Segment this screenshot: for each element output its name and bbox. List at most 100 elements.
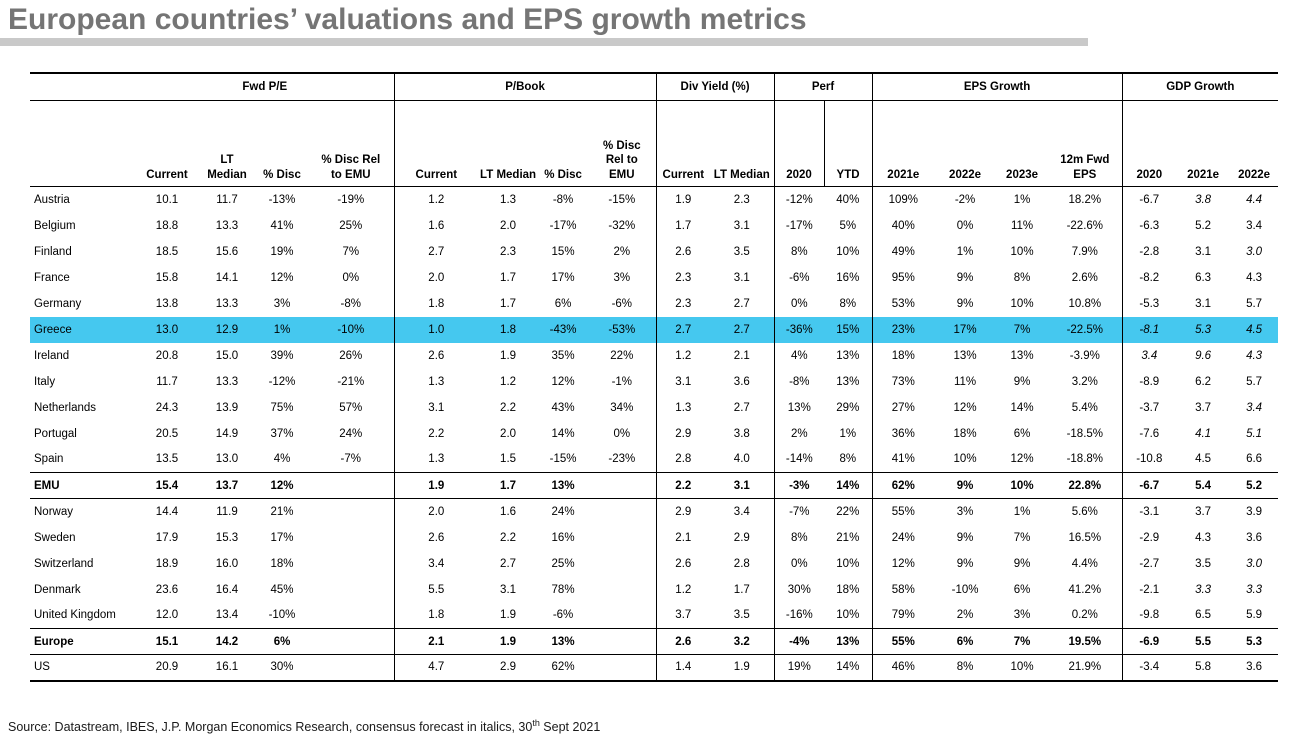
cell: 14% [551, 427, 575, 440]
table-row-denmark: Denmark 23.6 16.4 45% 5.5 3.1 78% 1.2 1.7 30% 18% 5… [30, 576, 1278, 603]
cell: 1.5 [500, 453, 517, 466]
row-label: EMU [30, 472, 136, 499]
cell: 2.3 [655, 264, 711, 291]
cell: 39% [270, 349, 294, 362]
cell: 25% [551, 557, 575, 570]
cell: -36% [773, 316, 825, 343]
cell: 10% [1010, 245, 1034, 258]
cell: 2.3 [655, 290, 711, 317]
cell: 26% [339, 349, 363, 362]
cell: 15.0 [215, 349, 239, 362]
cell: 7.9% [1071, 245, 1098, 258]
cell: 18.8 [155, 219, 179, 232]
cell: 3.1 [733, 271, 750, 284]
cell: 11.7 [156, 375, 178, 388]
cell: -8.1 [1121, 316, 1177, 343]
cell: 4.4% [1071, 557, 1098, 570]
cell: 7% [996, 316, 1049, 343]
source-note: Source: Datastream, IBES, J.P. Morgan Ec… [8, 718, 600, 734]
page: European countries’ valuations and EPS g… [0, 4, 1279, 734]
cell: 34% [610, 401, 634, 414]
cell: 15% [824, 316, 873, 343]
cell: 24% [551, 505, 575, 518]
cell: 3% [273, 297, 291, 310]
cell: 2.6 [655, 628, 711, 655]
column-header-current: Current [393, 100, 479, 187]
cell: 1.7 [655, 212, 711, 239]
row-label: Italy [34, 375, 56, 388]
cell: 10% [836, 245, 860, 258]
cell: 79% [871, 602, 935, 629]
cell: 62% [871, 472, 935, 499]
cell: 3.8 [1195, 193, 1212, 206]
corner-cell-sub [30, 100, 136, 187]
cell: 1.7 [478, 472, 539, 499]
cell: 9% [1013, 375, 1031, 388]
cell: 3.4 [1121, 342, 1177, 369]
cell: 25% [339, 219, 363, 232]
table-row-sweden: Sweden 17.9 15.3 17% 2.6 2.2 16% 2.1 2.9 8% 21% 24%… [30, 524, 1278, 551]
cell: -16% [773, 602, 825, 629]
cell: -2% [954, 193, 976, 206]
group-header-p-book: P/Book [393, 72, 657, 101]
cell: 10% [996, 472, 1049, 499]
cell: 2.1 [733, 349, 750, 362]
cell: 3.3 [1195, 583, 1212, 596]
column-header-2022e: 2022e [1230, 100, 1279, 187]
cell: 2.9 [655, 420, 711, 447]
column-header-row: Current LT Median% Disc% Disc Rel to EMU C… [30, 100, 1279, 187]
cell: 41.2% [1068, 583, 1102, 596]
cell: 3.4 [1246, 401, 1263, 414]
cell: 16.4 [215, 583, 239, 596]
cell: 3.1 [393, 394, 479, 421]
cell: 16% [551, 531, 575, 544]
cell: 1.9 [393, 472, 479, 499]
group-header-div-yield: Div Yield (%) [655, 72, 775, 101]
metrics-table-wrap: Fwd P/E P/Book Div Yield (%) Perf EPS Growth… [30, 71, 1279, 682]
cell: 11.7 [216, 193, 238, 206]
cell [308, 577, 394, 603]
cell: 2.9 [500, 661, 517, 674]
cell: 1% [839, 427, 857, 440]
cell: 2.7 [710, 316, 775, 343]
cell: -12% [268, 375, 296, 388]
cell: -7.6 [1121, 420, 1177, 447]
cell: 15.6 [215, 245, 239, 258]
cell: 4.0 [733, 453, 750, 466]
cell: 3.7 [1195, 505, 1212, 518]
cell: 2.1 [393, 628, 479, 655]
cell: 37% [270, 427, 294, 440]
cell: 5.7 [1246, 375, 1263, 388]
cell: 15.4 [136, 472, 198, 499]
cell: 10% [1010, 297, 1034, 310]
cell: 11.9 [216, 505, 238, 518]
cell: 2.0 [393, 264, 479, 291]
cell [588, 499, 656, 525]
column-header-lt-median: LT Median [478, 100, 539, 187]
column-header-current: Current [655, 100, 711, 187]
cell: 5.1 [1246, 427, 1263, 440]
cell: 3.5 [733, 609, 750, 622]
cell: 45% [270, 583, 294, 596]
cell: 6% [554, 297, 572, 310]
table-row-switzerland: Switzerland 18.9 16.0 18% 3.4 2.7 25% 2.6 2.8 0% 1… [30, 550, 1278, 577]
cell: 3.0 [1246, 557, 1263, 570]
cell: 17% [551, 271, 575, 284]
cell: 1.6 [500, 505, 517, 518]
cell: -17% [773, 212, 825, 239]
cell [588, 603, 656, 629]
cell: 17% [270, 531, 294, 544]
cell: -8% [340, 297, 361, 310]
cell: 57% [339, 401, 363, 414]
cell: 5.3 [1176, 316, 1231, 343]
cell: 4.3 [1246, 271, 1263, 284]
cell [588, 577, 656, 603]
cell: 3.3 [1246, 583, 1263, 596]
column-header-12m-fwd-eps: 12m Fwd EPS [1048, 100, 1123, 187]
table-row-emu: EMU 15.4 13.7 12% 1.9 1.7 13% 2.2 3.1 -3% 14% 62% 9%… [30, 472, 1279, 499]
cell: 3.7 [1195, 401, 1212, 414]
cell: 3.6 [733, 375, 750, 388]
row-label: Europe [30, 628, 136, 655]
cell: 12% [1010, 453, 1034, 466]
table-row-us: US 20.9 16.1 30% 4.7 2.9 62% 1.4 1.9 19% 14% 46% 8% 1… [30, 654, 1278, 681]
